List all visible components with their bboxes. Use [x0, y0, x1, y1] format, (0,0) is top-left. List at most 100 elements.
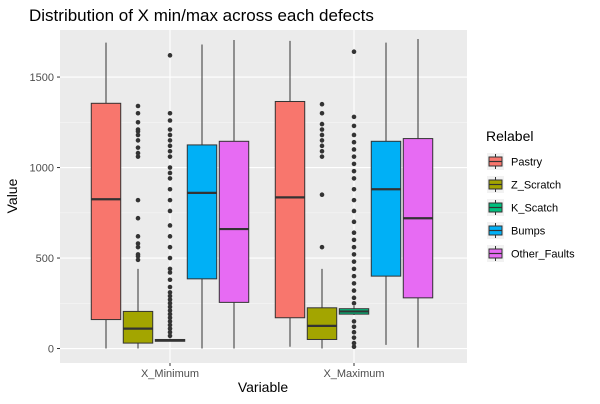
outlier-point [351, 230, 357, 235]
legend-item-other_faults: Other_Faults [487, 245, 575, 262]
outlier-point [351, 168, 357, 174]
box [370, 140, 402, 277]
legend-label: Bumps [511, 226, 546, 238]
boxplot-pastry-x_maximum [274, 40, 306, 347]
outlier-point [167, 255, 173, 261]
outlier-point [167, 170, 173, 176]
outlier-point [167, 304, 173, 310]
legend-label: Z_Scratch [511, 180, 561, 192]
y-tick-label: 1500 [30, 72, 54, 84]
boxplot-other_faults-x_minimum [218, 39, 250, 349]
axes: 0 500 1000 1500 X_Minimum X_Maximum [30, 72, 385, 380]
outlier-point [319, 244, 325, 250]
outlier-point [351, 132, 357, 138]
outlier-point [135, 138, 141, 143]
outlier-point [319, 154, 325, 159]
legend-item-bumps: Bumps [487, 222, 546, 239]
outlier-point [351, 329, 357, 335]
outlier-point [167, 132, 173, 138]
outlier-point [167, 315, 173, 321]
outlier-point [135, 252, 141, 257]
outlier-point [351, 273, 357, 279]
outlier-point [351, 324, 357, 330]
plot-marks [90, 39, 434, 350]
outlier-point [167, 208, 173, 214]
outlier-point [351, 49, 357, 55]
boxplot-bumps-x_maximum [370, 42, 402, 345]
outlier-point [319, 121, 325, 127]
outlier-point [351, 335, 357, 340]
outlier-point [167, 53, 173, 58]
outlier-point [135, 127, 141, 132]
legend-item-z_scratch: Z_Scratch [487, 176, 561, 193]
boxplot-z_scratch-x_maximum [306, 101, 338, 349]
x-tick-label: X_Maximum [323, 368, 384, 380]
outlier-point [167, 127, 173, 132]
outlier-point [167, 270, 173, 275]
x-axis-title: Variable [238, 379, 289, 395]
legend-item-pastry: Pastry [487, 153, 543, 170]
outlier-point [351, 161, 357, 167]
outlier-point [167, 277, 173, 283]
box [90, 102, 122, 321]
outlier-point [351, 154, 357, 159]
outlier-point [167, 234, 173, 239]
outlier-point [167, 266, 173, 272]
outlier-point [351, 114, 357, 120]
outlier-point [167, 329, 173, 335]
outlier-point [167, 297, 173, 302]
box [274, 100, 306, 319]
legend-label: Other_Faults [511, 249, 575, 261]
legend-item-k_scatch: K_Scatch [487, 199, 558, 216]
outlier-point [319, 192, 325, 197]
boxplot-k_scatch-x_maximum [338, 49, 370, 350]
chart-title: Distribution of X min/max across each de… [29, 6, 374, 25]
legend-label: Pastry [511, 157, 543, 169]
outlier-point [351, 281, 357, 286]
outlier-point [135, 119, 141, 125]
outlier-point [351, 237, 357, 243]
outlier-point [351, 288, 357, 293]
box [186, 144, 218, 280]
outlier-point [135, 103, 141, 109]
outlier-point [135, 257, 141, 263]
outlier-point [319, 138, 325, 143]
outlier-point [167, 165, 173, 170]
outlier-point [167, 197, 173, 203]
outlier-point [167, 322, 173, 328]
outlier-point [167, 300, 173, 306]
outlier-point [167, 143, 173, 149]
outlier-point [135, 150, 141, 156]
outlier-point [319, 148, 325, 154]
box [218, 140, 250, 303]
outlier-point [135, 132, 141, 138]
outlier-point [135, 244, 141, 250]
boxplot-pastry-x_minimum [90, 42, 122, 349]
outlier-point [319, 101, 325, 107]
outlier-point [167, 319, 173, 324]
outlier-point [351, 123, 357, 129]
boxplot-other_faults-x_maximum [402, 39, 434, 348]
boxplot-k_scatch-x_minimum [154, 53, 186, 342]
legend: Relabel Pastry Z_Scratch K_Scatch Bumps Othe… [486, 128, 575, 262]
outlier-point [167, 176, 173, 181]
outlier-point [135, 215, 141, 221]
outlier-point [167, 311, 173, 317]
outlier-point [167, 290, 173, 295]
outlier-point [135, 241, 141, 246]
outlier-point [351, 300, 357, 306]
outlier-point [167, 138, 173, 143]
outlier-point [167, 148, 173, 154]
outlier-point [167, 333, 173, 339]
outlier-point [167, 284, 173, 290]
outlier-point [135, 145, 141, 150]
box [122, 310, 154, 344]
outlier-point [351, 186, 357, 192]
outlier-point [319, 127, 325, 132]
outlier-point [167, 186, 173, 192]
x-tick-label: X_Minimum [141, 368, 199, 380]
outlier-point [351, 344, 357, 350]
outlier-point [135, 110, 141, 116]
outlier-point [167, 244, 173, 250]
